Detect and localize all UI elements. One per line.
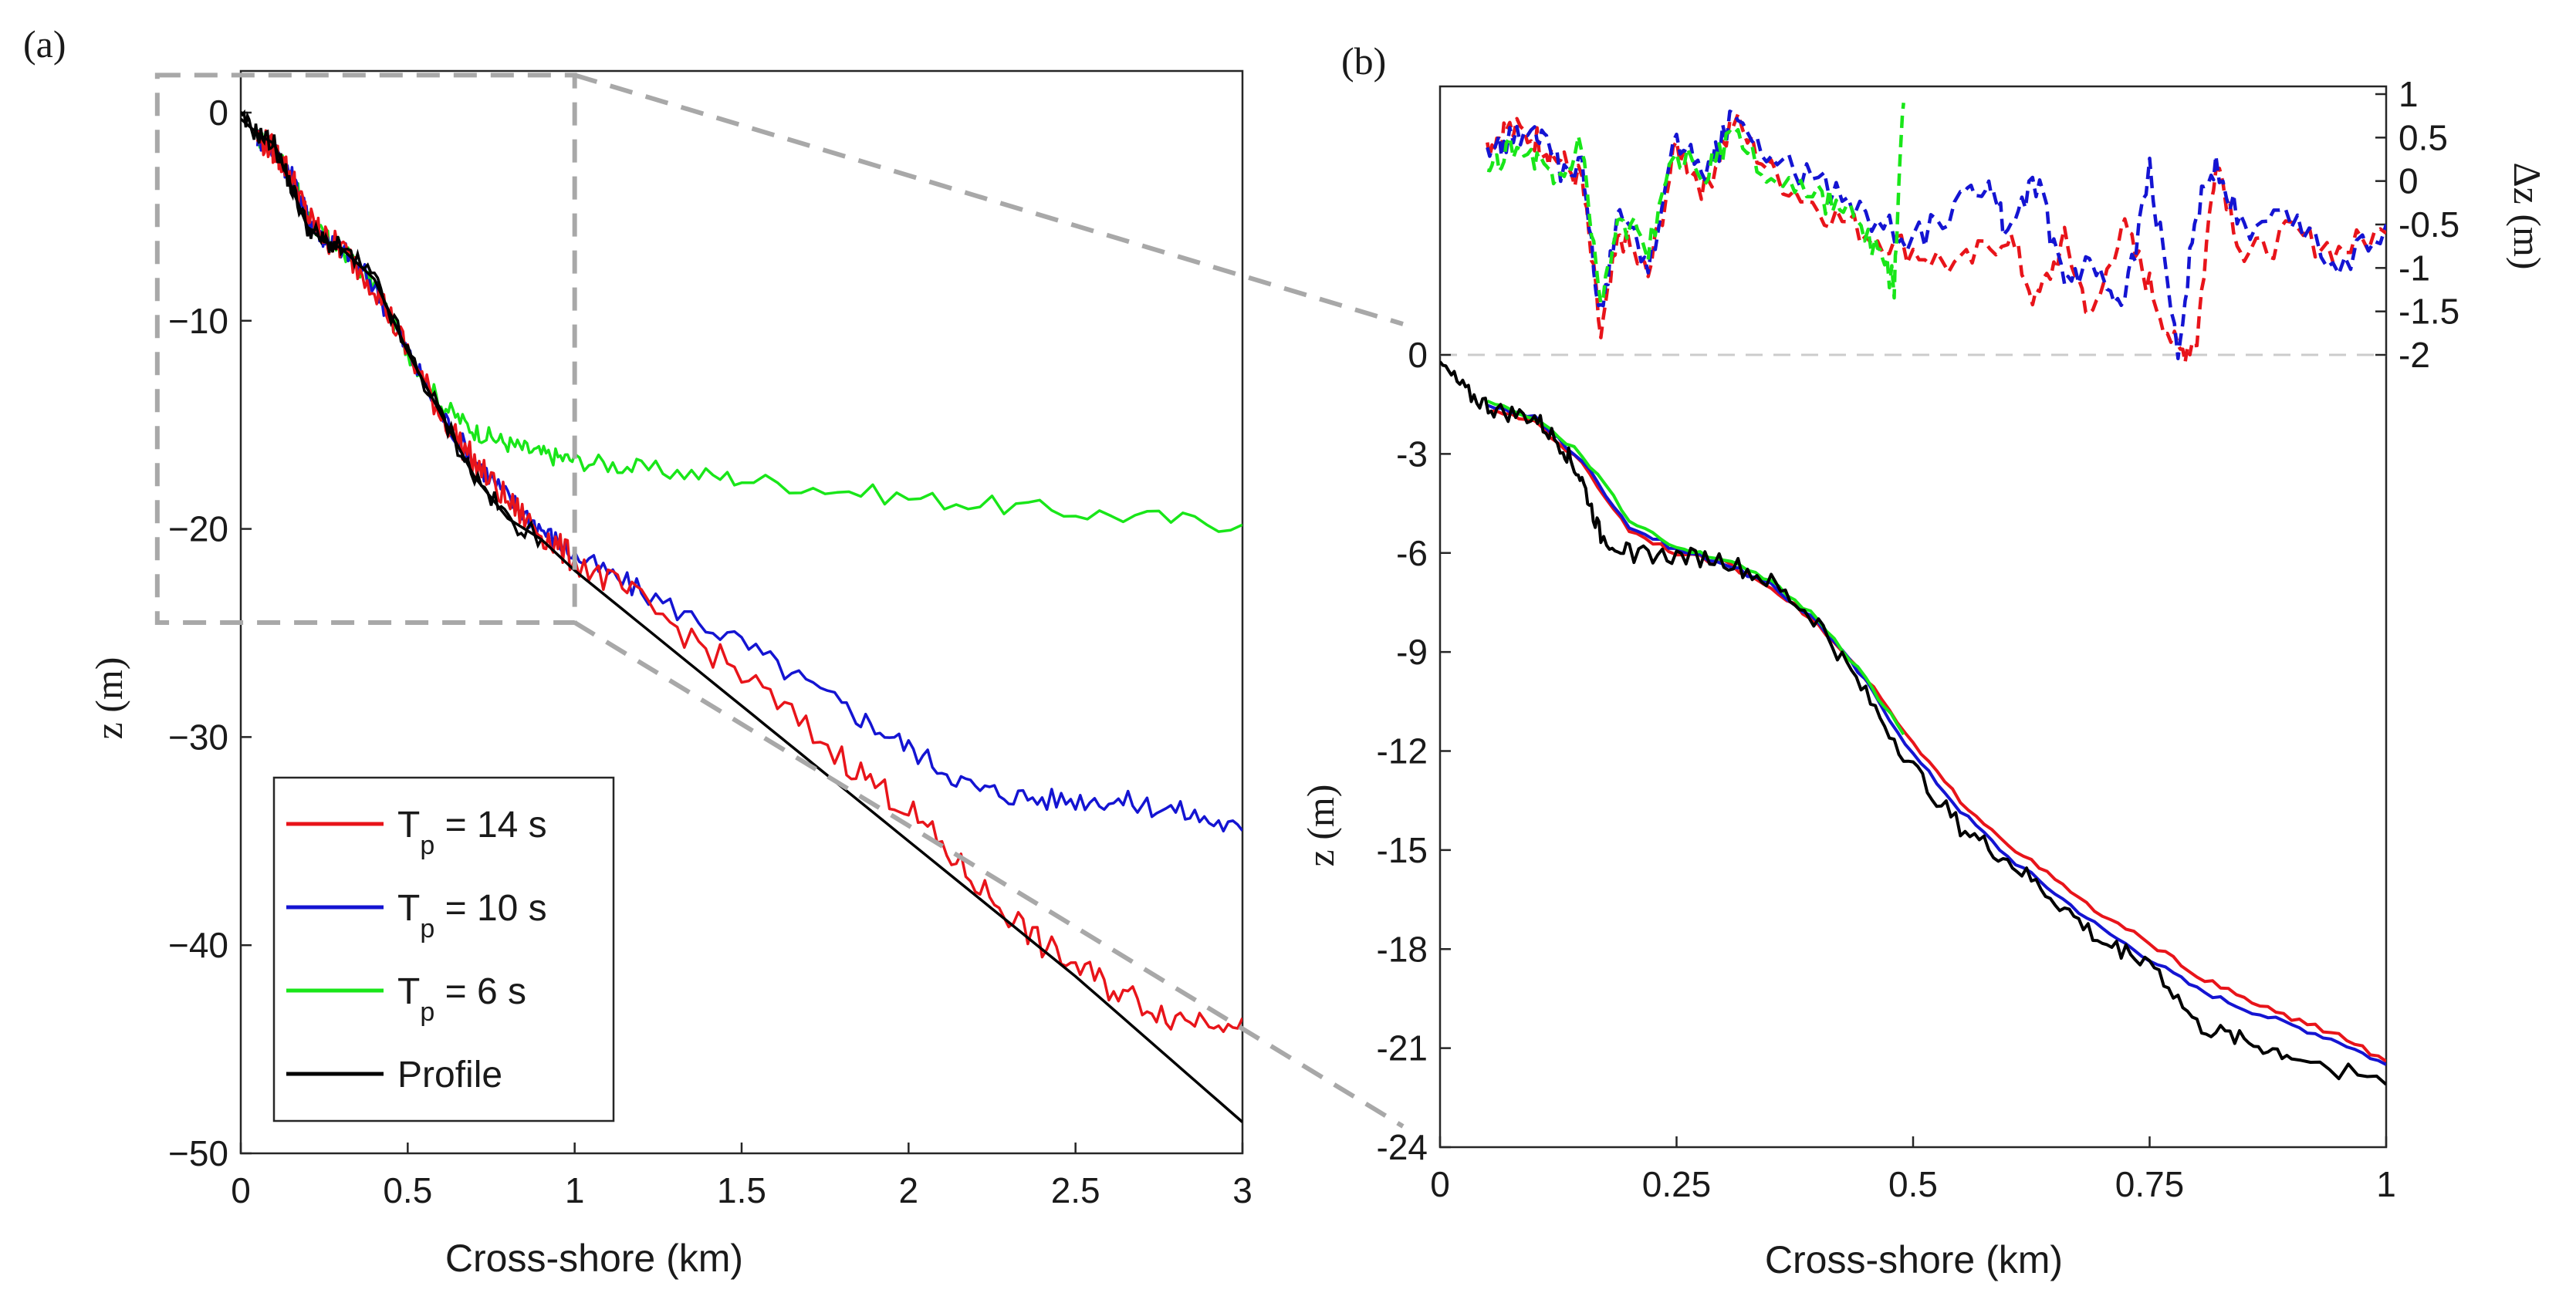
series-b-profile [1440,360,2386,1086]
legend-label-sub: p [420,998,434,1027]
y-tick-label-b: -12 [1377,731,1428,771]
legend-label-tp6: Tp = 6 s [397,971,526,1027]
inset-y-tick-label: -2 [2399,335,2430,375]
y-tick-label-a: −20 [168,509,228,549]
legend-label-sub: p [420,914,434,943]
inset-y-tick-label: -0.5 [2399,204,2459,245]
x-tick-label-b: 1 [2376,1164,2396,1204]
panel-label-b: (b) [1341,39,1386,83]
y-tick-label-b: -18 [1377,929,1428,969]
inset-series-tp6 [1486,103,1905,305]
x-tick-label-a: 2 [899,1170,919,1210]
y-tick-label-a: −40 [168,925,228,965]
legend-label-tp14: Tp = 14 s [397,805,547,860]
y-tick-label-a: −30 [168,717,228,757]
legend-label-rest: = 14 s [434,805,546,846]
x-tick-label-a: 0 [231,1170,251,1210]
legend-label-tp10: Tp = 10 s [397,888,547,943]
x-tick-label-b: 0 [1430,1164,1450,1204]
inset-y-tick-label: 0.5 [2399,117,2448,157]
legend-label-base: T [397,888,420,929]
axes-a-ticks: 0 0.5 1 1.5 2 2.5 3 0 −10 −20 −30 −40 −50 [168,93,1253,1210]
zoom-indicator [154,73,1405,1129]
legend-label-base: T [397,971,420,1012]
panel-a: 0 0.5 1 1.5 2 2.5 30−10−20−30−40−50 Tp = 14 sT… [23,22,1405,1280]
inset-y-tick-label: 0 [2399,161,2419,201]
y-tick-label-b: -21 [1377,1028,1428,1068]
x-tick-label-a: 0.5 [383,1170,432,1210]
series-a-profile-detail [241,109,543,549]
x-tick-label-a: 1 [565,1170,585,1210]
inset-series-group [1486,103,2386,364]
panel-b: 0 0.25 0.5 0.75 10-3-6-9-12-15-18-21-2410.50… [1299,39,2549,1281]
y-tick-label-b: -6 [1396,533,1428,573]
y-tick-label-b: 0 [1408,335,1428,375]
panel-label-a: (a) [23,22,66,66]
y-tick-label-b: -3 [1396,434,1428,474]
inset-y-axis-label: Δz (m) [2506,162,2549,269]
y-tick-label-a: −50 [168,1133,228,1173]
legend-label-base: T [397,805,420,846]
y-tick-label-b: -15 [1377,830,1428,870]
x-tick-label-a: 2.5 [1051,1170,1100,1210]
zoom-connector-top [573,73,1404,326]
inset-series-tp10 [1486,109,2386,360]
zoom-connector-bottom [573,620,1405,1129]
legend-box [272,776,615,1122]
y-tick-label-a: −10 [168,301,228,341]
x-tick-label-b: 0.25 [1642,1164,1712,1204]
x-tick-label-b: 0.75 [2115,1164,2185,1204]
legend-label-rest: = 6 s [434,971,526,1012]
legend-label-sub: p [420,831,434,860]
x-tick-label-a: 3 [1232,1170,1253,1210]
x-tick-label-b: 0.5 [1888,1164,1938,1204]
inset-y-tick-label: -1 [2399,248,2430,288]
x-tick-label-a: 1.5 [717,1170,766,1210]
x-axis-label-a: Cross-shore (km) [445,1237,743,1280]
series-group-b [1440,360,2386,1086]
x-axis-label-b: Cross-shore (km) [1765,1238,2063,1281]
axes-b [1438,85,2388,1149]
y-tick-label-a: 0 [208,93,228,133]
series-b-tp10 [1486,403,2386,1066]
legend-label-profile: Profile [397,1055,502,1095]
series-group-a [241,109,1242,1123]
y-tick-label-b: -24 [1377,1127,1428,1167]
inset-y-tick-label: 1 [2399,74,2419,114]
y-tick-label-b: -9 [1396,632,1428,672]
inset-y-tick-label: -1.5 [2399,292,2459,332]
axes-b-ticks: 0 0.25 0.5 0.75 10-3-6-9-12-15-18-21-2410.50… [1377,74,2460,1204]
y-axis-label-b: z (m) [1299,785,1342,867]
series-b-tp14 [1486,409,2386,1063]
y-axis-label-a: z (m) [87,657,130,740]
legend-label-rest: = 10 s [434,888,546,929]
